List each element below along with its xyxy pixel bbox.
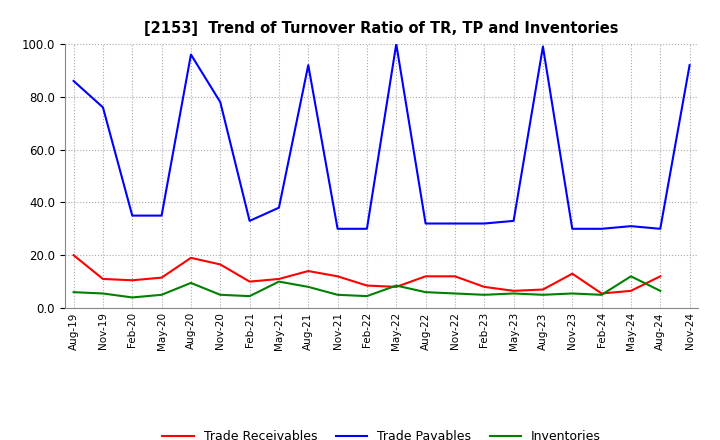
Trade Receivables <box>157 275 166 280</box>
Trade Payables <box>246 218 254 224</box>
Inventories <box>392 283 400 288</box>
Trade Receivables <box>69 253 78 258</box>
Trade Payables <box>186 52 195 57</box>
Line: Trade Payables: Trade Payables <box>73 44 690 229</box>
Inventories <box>539 292 547 297</box>
Trade Payables <box>157 213 166 218</box>
Trade Receivables <box>246 279 254 284</box>
Inventories <box>69 290 78 295</box>
Trade Receivables <box>304 268 312 274</box>
Trade Payables <box>304 62 312 68</box>
Trade Receivables <box>480 284 489 290</box>
Inventories <box>598 292 606 297</box>
Trade Payables <box>216 99 225 105</box>
Inventories <box>333 292 342 297</box>
Legend: Trade Receivables, Trade Payables, Inventories: Trade Receivables, Trade Payables, Inven… <box>157 425 606 440</box>
Inventories <box>363 293 372 299</box>
Trade Receivables <box>99 276 107 282</box>
Trade Receivables <box>451 274 459 279</box>
Trade Receivables <box>568 271 577 276</box>
Trade Payables <box>598 226 606 231</box>
Trade Payables <box>333 226 342 231</box>
Inventories <box>656 288 665 293</box>
Trade Receivables <box>626 288 635 293</box>
Inventories <box>451 291 459 296</box>
Trade Payables <box>363 226 372 231</box>
Trade Payables <box>274 205 283 210</box>
Trade Payables <box>539 44 547 49</box>
Inventories <box>246 293 254 299</box>
Line: Inventories: Inventories <box>73 276 660 297</box>
Trade Receivables <box>656 274 665 279</box>
Inventories <box>157 292 166 297</box>
Inventories <box>480 292 489 297</box>
Trade Receivables <box>274 276 283 282</box>
Trade Receivables <box>186 255 195 260</box>
Trade Payables <box>480 221 489 226</box>
Inventories <box>509 291 518 296</box>
Trade Payables <box>392 41 400 47</box>
Trade Receivables <box>539 287 547 292</box>
Trade Receivables <box>128 278 137 283</box>
Trade Payables <box>656 226 665 231</box>
Trade Payables <box>421 221 430 226</box>
Inventories <box>568 291 577 296</box>
Inventories <box>186 280 195 286</box>
Trade Payables <box>128 213 137 218</box>
Inventories <box>216 292 225 297</box>
Trade Payables <box>451 221 459 226</box>
Line: Trade Receivables: Trade Receivables <box>73 255 660 293</box>
Trade Receivables <box>392 284 400 290</box>
Inventories <box>626 274 635 279</box>
Trade Receivables <box>333 274 342 279</box>
Inventories <box>304 284 312 290</box>
Trade Payables <box>99 105 107 110</box>
Trade Payables <box>626 224 635 229</box>
Inventories <box>421 290 430 295</box>
Trade Receivables <box>509 288 518 293</box>
Trade Receivables <box>216 262 225 267</box>
Trade Receivables <box>421 274 430 279</box>
Title: [2153]  Trend of Turnover Ratio of TR, TP and Inventories: [2153] Trend of Turnover Ratio of TR, TP… <box>144 21 619 36</box>
Inventories <box>99 291 107 296</box>
Trade Payables <box>568 226 577 231</box>
Trade Payables <box>685 62 694 68</box>
Inventories <box>274 279 283 284</box>
Trade Receivables <box>363 283 372 288</box>
Trade Receivables <box>598 291 606 296</box>
Trade Payables <box>509 218 518 224</box>
Inventories <box>128 295 137 300</box>
Trade Payables <box>69 78 78 84</box>
